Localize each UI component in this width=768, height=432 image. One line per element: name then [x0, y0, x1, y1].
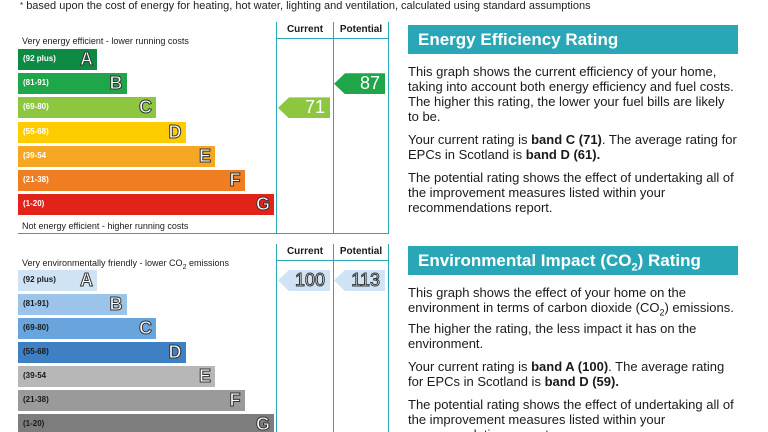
band-range-label: (1-20): [23, 199, 45, 209]
band-range-label: (1-20): [23, 419, 45, 428]
energy-panel-title: Energy Efficiency Rating: [408, 25, 738, 54]
chart-right-border: [388, 22, 389, 233]
energy-current-text-c: . The average rating for EPCs in Scotlan…: [408, 132, 737, 162]
environment-current-text-a: Your current rating is: [408, 358, 532, 374]
band-letter: E: [198, 366, 211, 387]
energy-top-label: Very energy efficient - lower running co…: [22, 36, 189, 46]
environment-top-label-text: Very environmentally friendly - lower CO: [22, 258, 183, 268]
band-range-label: (92 plus): [23, 54, 56, 63]
band-range-label: (21-38): [23, 175, 49, 184]
environment-title-sub: 2: [631, 261, 638, 274]
environment-top-label-end: emissions: [186, 258, 229, 268]
band-letter: B: [109, 73, 123, 94]
footnote-mark: *: [20, 1, 24, 10]
energy-bottom-label: Not energy efficient - higher running co…: [22, 221, 189, 231]
band-a: (92 plus) A: [18, 49, 97, 70]
band-letter: B: [109, 294, 123, 315]
energy-panel-current-rating: Your current rating is band C (71). The …: [408, 132, 738, 162]
band-letter: C: [139, 97, 153, 118]
current-column-divider: [276, 244, 277, 432]
chart-right-border: [388, 244, 389, 432]
band-letter: E: [198, 145, 211, 166]
environment-title-a: Environmental Impact (CO: [418, 251, 632, 270]
band-a: (92 plus) A: [18, 270, 97, 291]
environment-top-label: Very environmentally friendly - lower CO…: [22, 258, 229, 271]
band-range-label: (21-38): [23, 395, 49, 404]
environment-title-b: ) Rating: [637, 251, 701, 270]
band-range-label: (39-54: [23, 371, 47, 380]
band-range-label: (55-68): [23, 347, 49, 356]
current-column-header: Current: [286, 246, 324, 257]
energy-efficiency-chart: Current Potential Very energy efficient …: [18, 22, 389, 234]
band-e: (39-54 E: [18, 145, 215, 167]
potential-column-divider: [333, 22, 334, 233]
energy-average-band: band D (61).: [525, 147, 601, 162]
environment-current-rating-arrow: 100: [278, 270, 330, 291]
band-range-label: (92 plus): [23, 275, 56, 284]
band-letter: F: [229, 390, 241, 411]
band-range-label: (81-91): [23, 78, 49, 88]
band-f: (21-38) F: [18, 170, 245, 191]
environment-panel-title: Environmental Impact (CO2) Rating: [408, 246, 738, 275]
footnote: * based upon the cost of energy for heat…: [20, 0, 591, 12]
column-header-underline: [276, 38, 389, 39]
energy-potential-rating-arrow: 87: [334, 73, 385, 95]
band-range-label: (81-91): [23, 299, 49, 308]
energy-current-text-a: Your current rating is: [408, 132, 532, 147]
environment-desc-a: This graph shows the effect of your home…: [408, 285, 686, 315]
environment-current-text-c: . The average rating for EPCs in Scotlan…: [408, 358, 725, 389]
potential-column-divider: [333, 244, 334, 432]
band-f: (21-38) F: [18, 390, 245, 411]
band-range-label: (69-80): [23, 323, 49, 332]
current-column-header: Current: [286, 24, 324, 35]
environmental-impact-chart: Current Potential Very environmentally f…: [18, 244, 389, 432]
band-range-label: (55-68): [23, 126, 49, 136]
band-c: (69-80) C: [18, 318, 156, 339]
potential-column-header: Potential: [339, 246, 383, 257]
environment-panel-current-rating: Your current rating is band A (100). The…: [408, 359, 738, 389]
band-range-label: (69-80): [23, 102, 49, 112]
column-header-underline: [276, 260, 389, 261]
energy-panel-potential-note: The potential rating shows the effect of…: [408, 170, 734, 215]
band-letter: G: [255, 414, 270, 432]
band-d: (55-68) D: [18, 121, 186, 143]
band-letter: F: [229, 170, 241, 191]
environment-desc-b: ) emissions. The higher the rating, the …: [408, 300, 734, 351]
band-g: (1-20) G: [18, 194, 274, 216]
environment-panel-description: This graph shows the effect of your home…: [408, 285, 738, 351]
band-c: (69-80) C: [18, 97, 156, 119]
environment-desc-sub: 2: [659, 307, 665, 318]
environment-current-band: band A (100): [531, 358, 609, 374]
band-letter: D: [168, 342, 182, 363]
band-letter: C: [139, 318, 153, 339]
current-column-divider: [276, 22, 277, 233]
band-d: (55-68) D: [18, 342, 186, 363]
environment-potential-rating-arrow: 113: [334, 270, 385, 291]
energy-current-band: band C (71): [531, 132, 602, 147]
band-b: (81-91) B: [18, 294, 127, 315]
environment-average-band: band D (59).: [544, 373, 619, 389]
band-letter: G: [255, 194, 270, 215]
band-g: (1-20) G: [18, 414, 274, 432]
band-e: (39-54 E: [18, 366, 215, 387]
band-letter: D: [168, 121, 182, 142]
environment-top-label-sub: 2: [182, 263, 187, 271]
energy-panel-description: This graph shows the current efficiency …: [408, 64, 734, 124]
energy-current-rating-arrow: 71: [278, 97, 330, 119]
energy-efficiency-panel: Energy Efficiency Rating This graph show…: [408, 25, 738, 215]
band-letter: A: [80, 49, 94, 70]
band-letter: A: [80, 270, 94, 291]
footnote-text: based upon the cost of energy for heatin…: [26, 0, 591, 12]
environment-impact-panel: Environmental Impact (CO2) Rating This g…: [408, 246, 738, 432]
potential-column-header: Potential: [339, 24, 383, 35]
band-b: (81-91) B: [18, 73, 127, 95]
environment-panel-potential-note: The potential rating shows the effect of…: [408, 396, 734, 432]
band-range-label: (39-54: [23, 150, 47, 160]
